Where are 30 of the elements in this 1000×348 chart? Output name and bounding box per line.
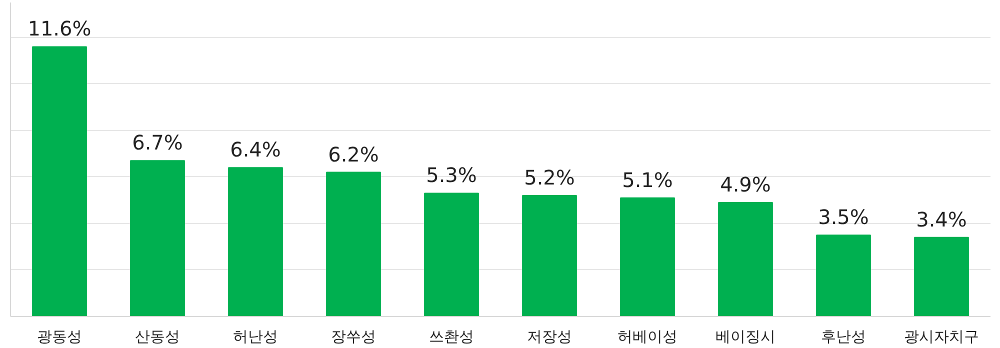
- data-label: 5.3%: [426, 163, 477, 188]
- bar: [816, 234, 871, 316]
- data-label: 6.7%: [132, 130, 183, 155]
- x-tick-label: 장쑤성: [331, 328, 376, 346]
- bar: [522, 195, 577, 316]
- bar: [326, 172, 381, 316]
- x-tick-label: 광시자치구: [904, 328, 979, 346]
- x-tick-label: 허난성: [233, 328, 278, 346]
- data-label: 4.9%: [720, 172, 771, 197]
- x-tick-label: 허베이성: [618, 328, 678, 346]
- bar: [424, 192, 479, 316]
- x-tick-label: 쓰촨성: [429, 328, 474, 346]
- data-label: 5.1%: [622, 168, 673, 192]
- data-label: 6.2%: [328, 142, 379, 166]
- bar: [32, 46, 87, 316]
- data-label: 3.4%: [916, 207, 967, 232]
- data-label: 5.2%: [524, 166, 575, 190]
- x-tick-label: 베이징시: [716, 328, 776, 346]
- bar: [718, 202, 773, 316]
- x-tick-label: 후난성: [821, 328, 866, 346]
- bar: [914, 236, 969, 316]
- data-label: 6.4%: [230, 138, 281, 162]
- data-label: 3.5%: [818, 205, 869, 230]
- x-tick-label: 저장성: [527, 328, 572, 346]
- x-tick-label: 광동성: [37, 328, 82, 346]
- x-tick-label: 산동성: [135, 328, 180, 346]
- bar: [620, 197, 675, 316]
- bar: [228, 167, 283, 316]
- bar: [130, 160, 185, 316]
- data-label: 11.6%: [28, 16, 92, 41]
